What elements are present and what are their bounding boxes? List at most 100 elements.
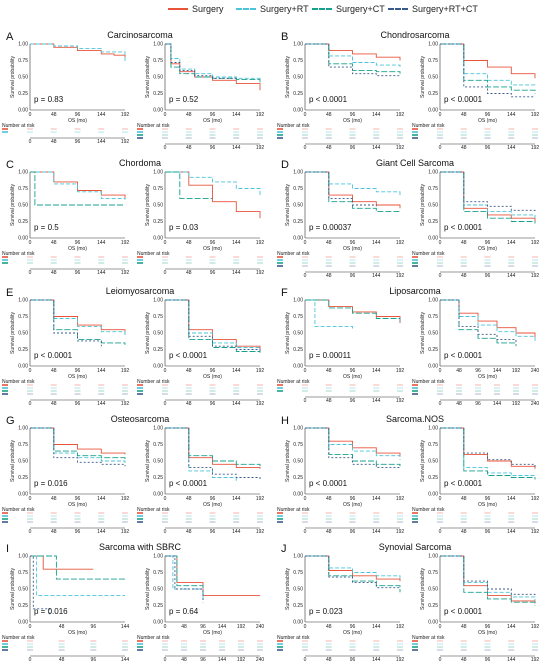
x-axis-label: OS (mo) [203, 502, 222, 508]
x-tick-label: 192 [396, 624, 405, 630]
y-tick-label: 1.00 [293, 170, 303, 176]
x-tick-label: 96 [350, 240, 356, 246]
x-tick-label: 144 [232, 240, 241, 246]
risk-x-tick-label: 192 [121, 401, 130, 407]
y-tick-label: 0.75 [153, 58, 163, 64]
risk-x-tick-label: 144 [121, 657, 130, 661]
x-axis-label: OS (mo) [203, 374, 222, 380]
y-tick-label: 0.50 [153, 459, 163, 465]
x-axis-label: OS (mo) [478, 246, 497, 252]
risk-x-tick-label: 192 [256, 401, 265, 407]
y-tick-label: 1.00 [153, 170, 163, 176]
risk-x-tick-label: 96 [485, 657, 491, 661]
risk-x-tick-label: 96 [210, 145, 216, 151]
x-tick-label: 0 [304, 624, 307, 630]
y-tick-label: 0.75 [293, 186, 303, 192]
p-value: p < 0.0001 [444, 607, 483, 616]
risk-table-title: Number at risk [137, 123, 170, 129]
risk-x-tick-label: 0 [164, 270, 167, 276]
risk-x-tick-label: 192 [121, 139, 130, 145]
x-axis-label: OS (mo) [203, 630, 222, 636]
survival-curve-surgery-rt-ct [30, 299, 102, 347]
risk-table-title: Number at risk [137, 251, 170, 257]
x-tick-label: 48 [181, 624, 187, 630]
y-tick-label: 1.00 [428, 298, 438, 304]
risk-x-tick-label: 144 [372, 398, 381, 404]
p-value: p = 0.00037 [309, 223, 352, 232]
y-tick-label: 0.75 [153, 314, 163, 320]
risk-x-tick-label: 192 [256, 145, 265, 151]
risk-x-tick-label: 144 [97, 529, 106, 535]
y-axis-label: Survival probability [285, 440, 291, 482]
y-tick-label: 0.00 [428, 364, 438, 370]
x-tick-label: 144 [97, 496, 106, 502]
x-axis-label: OS (mo) [343, 118, 362, 124]
risk-table-title: Number at risk [412, 635, 445, 641]
survival-curve-surgery-rt [305, 299, 353, 330]
y-tick-label: 0.00 [18, 620, 28, 626]
risk-x-tick-label: 144 [218, 657, 227, 661]
survival-curve-surgery-rt-ct [165, 299, 261, 352]
y-axis-label: Survival probability [145, 568, 151, 610]
y-axis-label: Survival probability [145, 56, 151, 98]
survival-curve-surgery [305, 427, 401, 456]
p-value: p = 0.03 [169, 223, 199, 232]
p-value: p < 0.0001 [444, 95, 483, 104]
x-tick-label: 192 [237, 624, 246, 630]
survival-curve-surgery-ct [30, 171, 125, 206]
x-tick-label: 192 [531, 112, 540, 118]
x-tick-label: 48 [186, 496, 192, 502]
risk-x-tick-label: 0 [304, 145, 307, 151]
survival-curve-surgery-ct [440, 171, 536, 224]
risk-x-tick-label: 0 [439, 273, 442, 279]
x-tick-label: 144 [232, 112, 241, 118]
risk-x-tick-label: 144 [97, 270, 106, 276]
risk-x-tick-label: 96 [350, 657, 356, 661]
x-tick-label: 192 [256, 112, 265, 118]
panel-letter: G [6, 415, 15, 427]
risk-x-tick-label: 48 [461, 145, 467, 151]
y-tick-label: 0.00 [293, 620, 303, 626]
panel-letter: F [281, 287, 288, 299]
risk-x-tick-label: 96 [210, 529, 216, 535]
panel-letter: B [281, 31, 288, 43]
x-tick-label: 192 [396, 368, 405, 374]
risk-x-tick-label: 48 [326, 657, 332, 661]
x-tick-label: 96 [75, 496, 81, 502]
y-tick-label: 0.75 [428, 570, 438, 576]
x-tick-label: 240 [256, 624, 265, 630]
risk-table-title: Number at risk [412, 251, 445, 257]
risk-x-tick-label: 0 [164, 145, 167, 151]
y-tick-label: 0.25 [153, 603, 163, 609]
risk-x-tick-label: 48 [456, 401, 462, 407]
risk-table-title: Number at risk [277, 635, 310, 641]
y-tick-label: 1.00 [428, 170, 438, 176]
x-tick-label: 0 [439, 624, 442, 630]
y-tick-label: 0.50 [18, 203, 28, 209]
x-tick-label: 0 [29, 624, 32, 630]
y-tick-label: 0.75 [18, 58, 28, 64]
risk-x-tick-label: 96 [485, 273, 491, 279]
x-tick-label: 0 [164, 112, 167, 118]
risk-x-tick-label: 144 [232, 145, 241, 151]
p-value: p < 0.0001 [444, 479, 483, 488]
survival-curve-surgery-ct [165, 43, 261, 83]
survival-curve-surgery-rt-ct [305, 171, 377, 207]
x-axis-label: OS (mo) [343, 374, 362, 380]
legend-item: Surgery+RT [236, 4, 309, 14]
x-tick-label: 144 [97, 368, 106, 374]
y-tick-label: 0.50 [428, 459, 438, 465]
risk-x-tick-label: 48 [461, 657, 467, 661]
y-tick-label: 0.00 [428, 620, 438, 626]
survival-curve-surgery [165, 171, 261, 219]
risk-x-tick-label: 48 [461, 273, 467, 279]
y-tick-label: 0.25 [293, 603, 303, 609]
x-tick-label: 0 [304, 368, 307, 374]
p-value: p < 0.0001 [444, 223, 483, 232]
risk-table-title: Number at risk [137, 635, 170, 641]
y-tick-label: 1.00 [153, 554, 163, 560]
y-axis-label: Survival probability [420, 312, 426, 354]
risk-x-tick-label: 48 [186, 401, 192, 407]
x-tick-label: 144 [507, 624, 516, 630]
x-tick-label: 144 [372, 112, 381, 118]
